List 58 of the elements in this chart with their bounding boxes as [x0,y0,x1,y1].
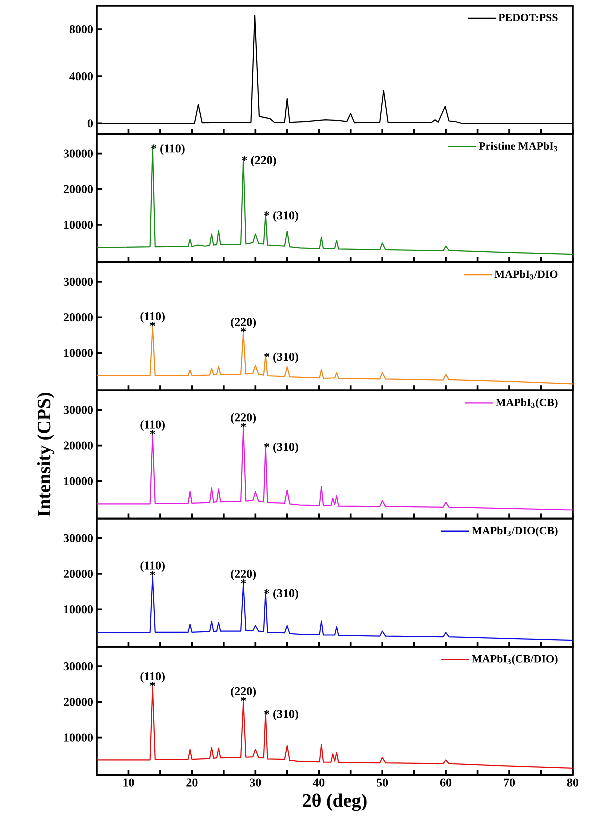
y-tick-label: 20000 [64,442,93,450]
y-tick-label: 20000 [64,570,93,578]
y-tick-label: 10000 [64,349,93,358]
x-tick-label: 50 [377,778,388,787]
y-tick-label: 4000 [70,72,93,81]
y-tick-label: 30000 [64,534,93,542]
y-tick-label: 30000 [64,278,93,286]
annotation: * [241,423,246,428]
annotation: * [150,430,156,435]
x-axis-title: 2θ (deg) [303,794,367,812]
y-tick-label: 10000 [64,734,93,742]
x-tick-label: 60 [440,778,452,787]
y-tick-label: 0 [88,120,94,128]
annotation: * [150,322,156,327]
x-tick-label: 10 [124,778,134,787]
annotation: (110) [140,420,165,432]
legend-label: MAPbI$_{3}$/DIO(CB) [472,526,558,537]
annotation: * [241,697,246,702]
y-tick-label: 20000 [64,314,93,322]
y-axis-title: Intensity (CPS) [37,393,55,517]
y-tick-label: 8000 [70,25,93,34]
y-tick-label: 20000 [64,185,93,194]
y-tick-label: 10000 [64,477,93,486]
annotation: (110) [140,672,165,684]
annotation: (110) [140,312,165,324]
annotation: * (310) [264,710,298,721]
x-tick-label: 40 [313,778,325,787]
legend-label: MAPbI$_{3}$/DIO [494,270,558,280]
annotation: * [241,580,246,584]
annotation: (110) [140,561,165,572]
annotation: * (310) [264,352,298,364]
y-tick-label: 30000 [64,406,93,414]
annotation: (220) [231,687,256,698]
x-tick-label: 30 [250,778,262,787]
x-tick-label: 20 [186,778,198,787]
annotation: * (310) [264,211,298,222]
y-tick-label: 30000 [64,662,93,671]
y-tick-label: 20000 [64,698,93,706]
annotation: * (110) [152,144,185,156]
legend-label: MAPbI$_{3}$(CB/DIO) [472,655,558,666]
annotation: * [241,328,246,332]
y-tick-label: 10000 [64,220,93,230]
x-tick-label: 80 [567,778,579,787]
annotation: (220) [231,413,256,424]
annotation: * (310) [264,589,298,600]
legend-label: Pristine MAPbI$_{3}$ [479,142,558,152]
legend-label: MAPbI$_{3}$(CB) [496,398,558,409]
y-tick-label: 30000 [64,150,93,158]
annotation: * (220) [242,156,276,167]
annotation: * [150,682,156,687]
legend-label: PEDOT:PSS [498,14,558,22]
y-tick-label: 10000 [64,606,93,614]
annotation: (220) [231,318,256,329]
annotation: * (310) [264,442,298,454]
annotation: (220) [231,570,256,580]
annotation: * [150,571,156,576]
x-tick-label: 70 [504,778,516,787]
line-series [96,686,573,769]
